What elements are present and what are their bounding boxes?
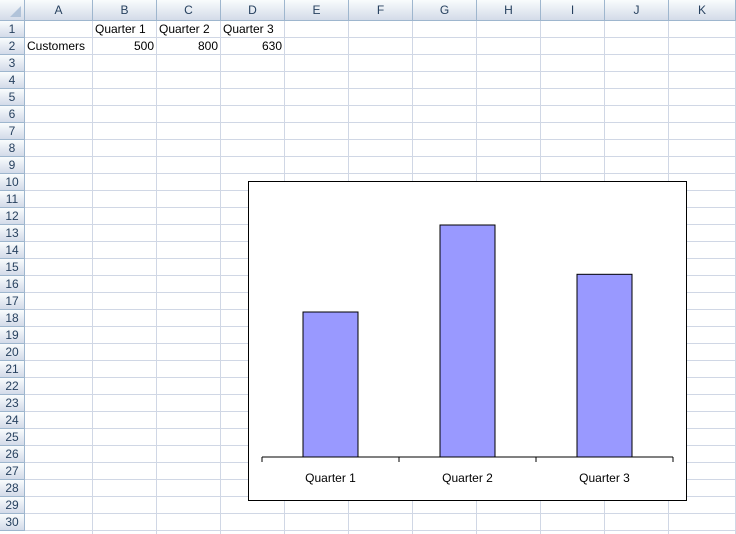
gridline-horizontal — [25, 513, 736, 514]
row-header-17[interactable]: 17 — [0, 293, 25, 310]
gridline-vertical — [220, 21, 221, 534]
row-header-15[interactable]: 15 — [0, 259, 25, 276]
row-header-28[interactable]: 28 — [0, 480, 25, 497]
cell-a2[interactable]: Customers — [27, 39, 86, 53]
x-tick-label-1: Quarter 1 — [305, 471, 356, 485]
row-header-20[interactable]: 20 — [0, 344, 25, 361]
column-header-a[interactable]: A — [25, 0, 93, 21]
row-header-21[interactable]: 21 — [0, 361, 25, 378]
gridline-horizontal — [25, 530, 736, 531]
row-header-16[interactable]: 16 — [0, 276, 25, 293]
x-tick-label-2: Quarter 2 — [442, 471, 493, 485]
row-header-1[interactable]: 1 — [0, 21, 25, 38]
row-header-12[interactable]: 12 — [0, 208, 25, 225]
select-all-corner[interactable] — [0, 0, 25, 21]
bar-2[interactable] — [439, 224, 496, 458]
cell-d1[interactable]: Quarter 3 — [223, 22, 274, 36]
column-header-e[interactable]: E — [285, 0, 349, 21]
row-header-25[interactable]: 25 — [0, 429, 25, 446]
chart-plot: Quarter 1 Quarter 2 Quarter 3 — [261, 224, 674, 485]
row-header-30[interactable]: 30 — [0, 514, 25, 531]
column-header-i[interactable]: I — [541, 0, 605, 21]
cell-b1[interactable]: Quarter 1 — [95, 22, 146, 36]
row-header-23[interactable]: 23 — [0, 395, 25, 412]
row-header-7[interactable]: 7 — [0, 123, 25, 140]
select-all-triangle-icon — [10, 6, 21, 17]
row-header-27[interactable]: 27 — [0, 463, 25, 480]
row-header-19[interactable]: 19 — [0, 327, 25, 344]
row-header-26[interactable]: 26 — [0, 446, 25, 463]
gridline-vertical — [156, 21, 157, 534]
bar-3[interactable] — [576, 273, 633, 458]
row-header-8[interactable]: 8 — [0, 140, 25, 157]
row-header-3[interactable]: 3 — [0, 55, 25, 72]
cell-d2[interactable]: 630 — [261, 39, 282, 53]
column-header-c[interactable]: C — [157, 0, 221, 21]
row-header-6[interactable]: 6 — [0, 106, 25, 123]
cell-c2[interactable]: 800 — [197, 39, 218, 53]
row-header-29[interactable]: 29 — [0, 497, 25, 514]
embedded-bar-chart[interactable]: Quarter 1 Quarter 2 Quarter 3 — [248, 181, 687, 501]
row-header-4[interactable]: 4 — [0, 72, 25, 89]
row-header-22[interactable]: 22 — [0, 378, 25, 395]
gridline-horizontal — [25, 71, 736, 72]
cell-b2[interactable]: 500 — [133, 39, 154, 53]
row-header-9[interactable]: 9 — [0, 157, 25, 174]
gridline-horizontal — [25, 173, 736, 174]
row-header-24[interactable]: 24 — [0, 412, 25, 429]
gridline-horizontal — [25, 37, 736, 38]
row-header-10[interactable]: 10 — [0, 174, 25, 191]
gridline-horizontal — [25, 88, 736, 89]
column-header-f[interactable]: F — [349, 0, 413, 21]
row-header-2[interactable]: 2 — [0, 38, 25, 55]
gridline-horizontal — [25, 139, 736, 140]
column-header-g[interactable]: G — [413, 0, 477, 21]
column-header-d[interactable]: D — [221, 0, 285, 21]
x-tick-label-3: Quarter 3 — [579, 471, 630, 485]
bar-1[interactable] — [302, 311, 359, 458]
cell-c1[interactable]: Quarter 2 — [159, 22, 210, 36]
gridline-vertical — [92, 21, 93, 534]
row-header-14[interactable]: 14 — [0, 242, 25, 259]
gridline-horizontal — [25, 156, 736, 157]
row-header-18[interactable]: 18 — [0, 310, 25, 327]
row-header-11[interactable]: 11 — [0, 191, 25, 208]
gridline-horizontal — [25, 54, 736, 55]
gridline-horizontal — [25, 122, 736, 123]
column-header-b[interactable]: B — [93, 0, 157, 21]
row-header-13[interactable]: 13 — [0, 225, 25, 242]
column-header-h[interactable]: H — [477, 0, 541, 21]
column-header-k[interactable]: K — [669, 0, 736, 21]
column-header-j[interactable]: J — [605, 0, 669, 21]
gridline-horizontal — [25, 105, 736, 106]
row-header-5[interactable]: 5 — [0, 89, 25, 106]
